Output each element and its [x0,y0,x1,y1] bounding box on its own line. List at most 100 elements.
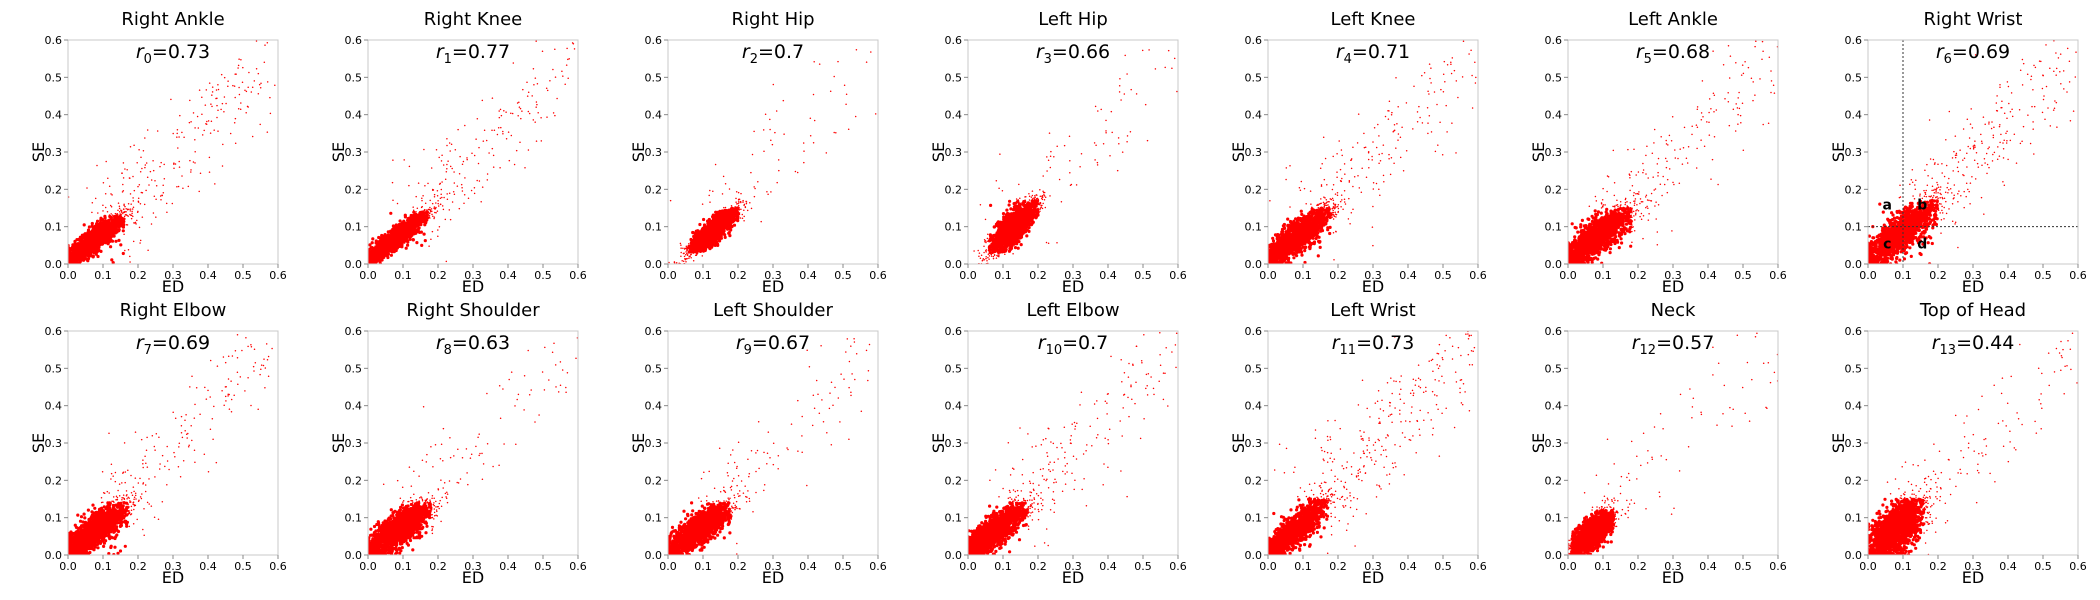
scatter-point [108,234,112,238]
scatter-point [255,67,258,70]
scatter-point [368,247,372,251]
scatter-point [95,234,99,238]
scatter-point [688,242,690,245]
scatter-point [498,110,500,112]
scatter-point [110,205,113,208]
scatter-point [410,231,414,235]
y-tick-label: 0.4 [345,109,363,122]
scatter-point [121,225,125,229]
scatter-point [177,185,180,188]
scatter-point [132,200,135,202]
scatter-point [99,226,103,230]
scatter-point [446,193,448,195]
scatter-point [215,89,218,91]
scatter-point [411,238,415,242]
scatter-point [796,171,799,174]
scatter-point [481,186,484,188]
scatter-point [211,86,214,88]
y-tick-label: 0.3 [345,146,363,159]
scatter-point [141,167,143,170]
scatter-point [415,210,417,213]
scatter-point [118,214,122,218]
scatter-point [424,202,427,205]
scatter-point [470,189,473,192]
scatter-point [692,236,697,240]
scatter-point [446,144,448,147]
scatter-point [684,253,687,256]
scatter-point [536,103,538,106]
scatter-point [146,176,149,179]
scatter-point [457,128,459,131]
scatter-point [374,239,378,243]
scatter-point [437,235,439,238]
scatter-point [220,108,222,111]
scatter-point [540,117,542,119]
scatter-point [110,193,112,195]
scatter-point [210,103,212,105]
scatter-point [133,144,135,147]
scatter-point [709,189,711,192]
scatter-point [145,162,148,164]
scatter-point [408,184,410,187]
scatter-point [152,212,155,214]
scatter-point [448,192,451,195]
scatter-point [122,177,125,179]
scatter-point [139,202,142,205]
scatter-point [162,184,164,186]
scatter-point [257,92,260,95]
scatter-point [527,110,530,113]
scatter-point [408,234,412,238]
scatter-point [129,193,132,195]
scatter-point [124,205,126,208]
scatter-point [138,184,141,186]
scatter-point [535,106,537,108]
scatter-point [502,130,504,133]
scatter-point [102,238,106,242]
scatter-point [274,84,276,87]
scatter-point [91,202,94,204]
scatter-point [207,120,210,122]
x-tick-label: 0.6 [269,269,287,282]
scatter-point [437,200,439,202]
correlation-value: =0.73 [152,41,210,63]
scatter-point [453,171,455,173]
scatter-point [438,226,441,228]
scatter-point [503,110,505,112]
scatter-point [107,177,109,179]
scatter-point [423,215,427,219]
scatter-point [141,216,144,218]
scatter-point [263,61,266,63]
scatter-point [684,258,686,260]
scatter-point [122,162,125,164]
scatter-point [93,229,97,233]
scatter-point [119,213,121,216]
scatter-point [392,159,394,161]
scatter-point [134,222,136,224]
scatter-point [496,133,499,136]
scatter-point [95,219,100,223]
scatter-point [408,165,411,168]
scatter-point [393,247,397,251]
scatter-point [155,216,157,218]
scatter-point [519,107,522,110]
point-cloud [368,40,576,264]
scatter-point [124,218,126,220]
scatter-point [803,161,805,164]
correlation-value: =0.77 [452,41,510,63]
scatter-point [402,240,406,244]
scatter-point [234,142,237,144]
scatter-point [769,118,771,121]
scatter-point [433,196,436,198]
scatter-point [250,91,253,93]
scatter-point [440,160,443,162]
scatter-point [401,237,405,241]
scatter-point [123,215,126,218]
scatter-point [370,241,374,245]
scatter-point [535,40,537,42]
scatter-point [427,211,430,214]
scatter-point [122,212,124,215]
scatter-point [205,123,208,126]
scatter-point [120,211,123,213]
scatter-point [389,253,393,257]
x-tick-label: 0.1 [94,269,112,282]
